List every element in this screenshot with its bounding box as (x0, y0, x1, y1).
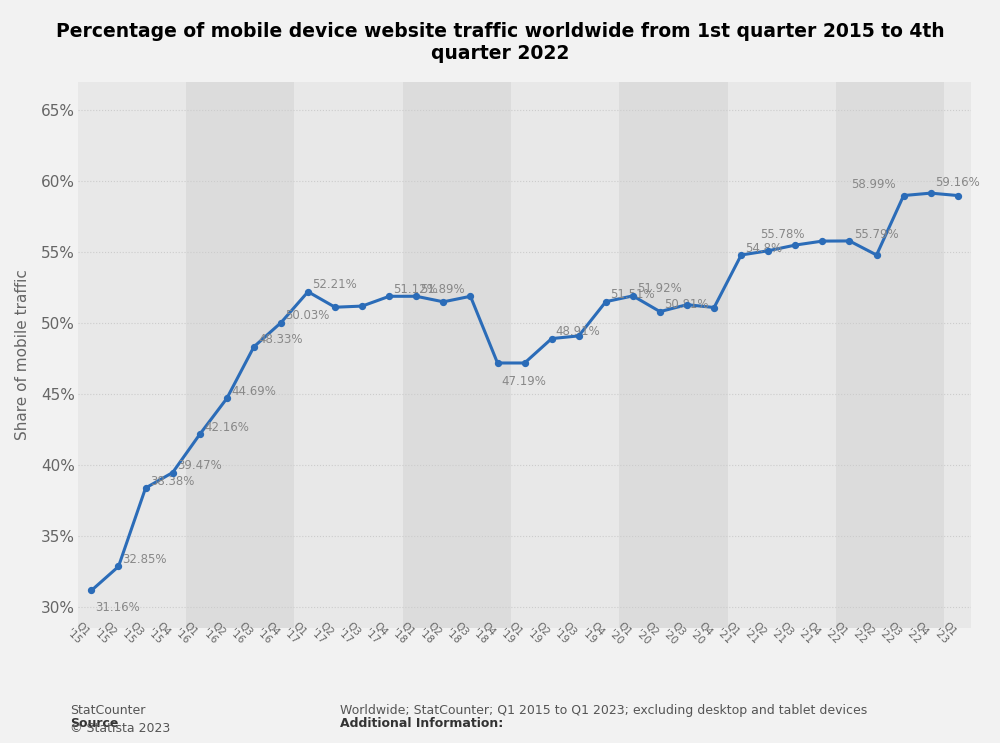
Point (841, 235, 857, 247)
Text: 55.79%: 55.79% (854, 227, 898, 241)
Point (408, 291, 424, 302)
Text: 55.78%: 55.78% (760, 227, 804, 241)
Text: 38.38%: 38.38% (150, 475, 194, 487)
Bar (728, 82, 836, 629)
Point (354, 300, 370, 312)
Text: 51.51%: 51.51% (610, 288, 655, 301)
Point (679, 299, 695, 311)
Point (192, 429, 208, 441)
Point (706, 302, 722, 314)
Point (138, 482, 154, 494)
Point (165, 467, 181, 478)
Text: 47.19%: 47.19% (502, 374, 547, 388)
Text: Worldwide; StatCounter; Q1 2015 to Q1 2023; excluding desktop and tablet devices: Worldwide; StatCounter; Q1 2015 to Q1 20… (340, 704, 867, 717)
Point (814, 235, 830, 247)
Point (896, 189, 912, 201)
Text: 39.47%: 39.47% (177, 459, 222, 472)
Point (219, 392, 235, 404)
Text: 50.03%: 50.03% (285, 309, 329, 322)
Point (435, 296, 451, 308)
Point (760, 244, 776, 256)
Point (517, 357, 533, 369)
Point (571, 330, 587, 342)
Point (300, 286, 316, 298)
Text: 50.81%: 50.81% (664, 298, 709, 311)
Bar (186, 82, 294, 629)
Text: 31.16%: 31.16% (96, 600, 140, 614)
Text: 54.8%: 54.8% (745, 241, 782, 255)
Point (273, 317, 289, 328)
Point (787, 239, 803, 251)
Text: Percentage of mobile device website traffic worldwide from 1st quarter 2015 to 4: Percentage of mobile device website traf… (56, 22, 944, 63)
Bar (836, 82, 944, 629)
Point (246, 341, 262, 353)
Text: 48.91%: 48.91% (556, 325, 601, 338)
Text: 59.16%: 59.16% (935, 175, 980, 189)
Bar (619, 82, 728, 629)
Bar (944, 82, 971, 629)
Point (462, 291, 478, 302)
Bar (78, 82, 186, 629)
Point (327, 301, 343, 313)
Point (625, 290, 641, 302)
Point (733, 249, 749, 261)
Text: StatCounter
© Statista 2023: StatCounter © Statista 2023 (70, 704, 170, 736)
Text: 42.16%: 42.16% (204, 421, 249, 434)
Bar (403, 82, 511, 629)
Text: 52.21%: 52.21% (312, 279, 357, 291)
Text: Source: Source (70, 717, 118, 730)
Point (110, 560, 126, 572)
Point (83, 585, 99, 597)
Point (869, 249, 885, 261)
Text: 32.85%: 32.85% (123, 553, 167, 566)
Point (950, 189, 966, 201)
Text: 51.89%: 51.89% (420, 283, 465, 296)
Point (544, 333, 560, 345)
Bar (511, 82, 619, 629)
Point (652, 305, 668, 317)
Text: 58.99%: 58.99% (851, 178, 895, 191)
Point (598, 296, 614, 308)
Point (490, 357, 506, 369)
Text: 51.92%: 51.92% (637, 282, 682, 296)
Point (923, 187, 939, 199)
Text: 44.69%: 44.69% (231, 385, 276, 398)
Text: Additional Information:: Additional Information: (340, 717, 503, 730)
Y-axis label: Share of mobile traffic: Share of mobile traffic (15, 270, 30, 441)
Bar (294, 82, 403, 629)
Point (381, 291, 397, 302)
Text: 48.33%: 48.33% (258, 334, 303, 346)
Text: 51.12%: 51.12% (393, 283, 438, 296)
